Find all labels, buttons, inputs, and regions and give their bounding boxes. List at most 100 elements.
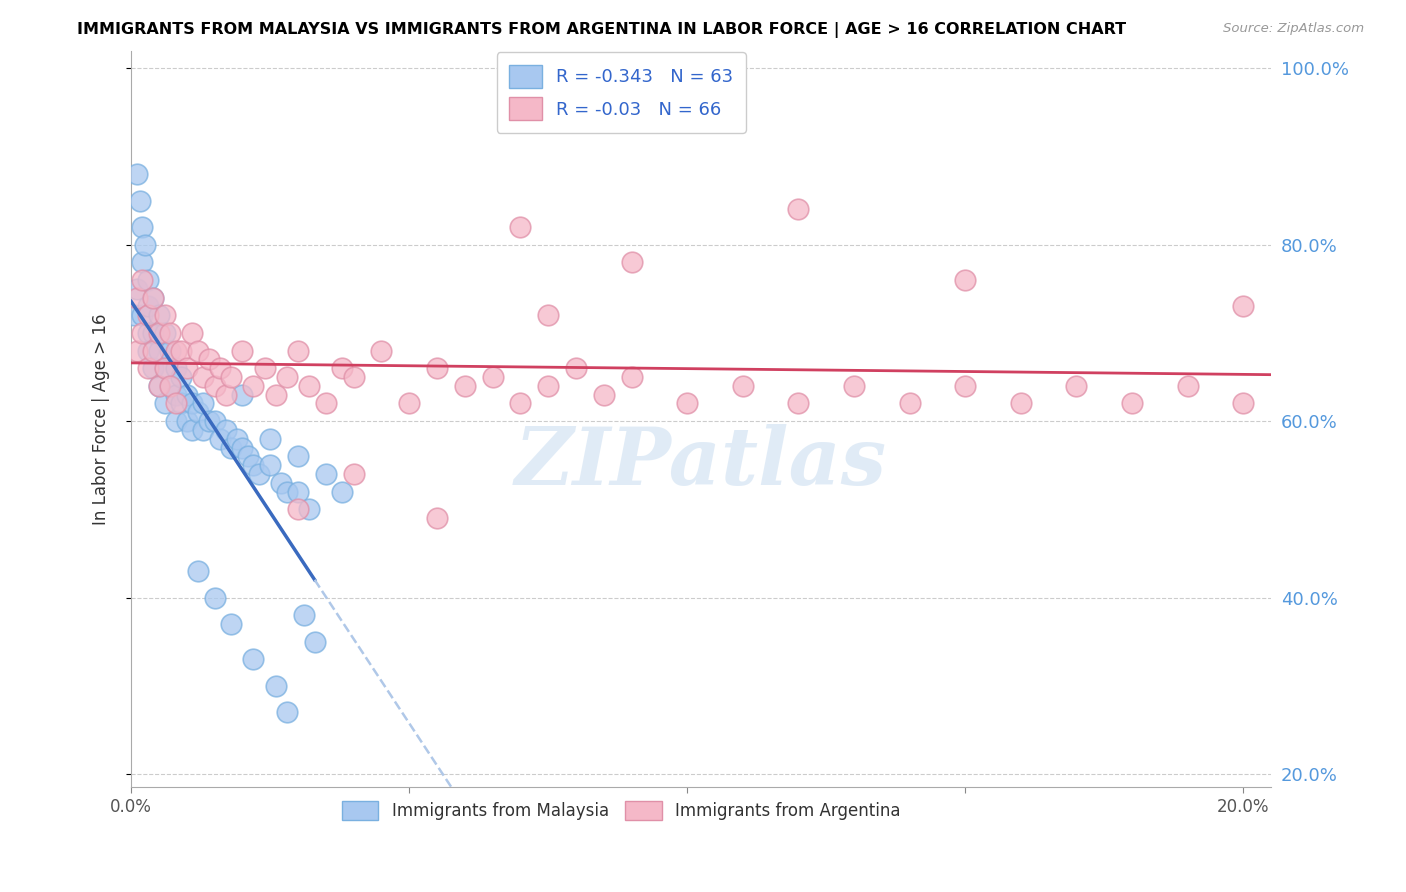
Point: [136, 361, 159, 376]
Point: [592, 387, 614, 401]
Point: [236, 450, 259, 464]
Point: [142, 361, 165, 376]
Point: [304, 634, 326, 648]
Point: [136, 343, 159, 358]
Point: [454, 379, 477, 393]
Point: [287, 484, 309, 499]
Text: ZIPatlas: ZIPatlas: [515, 425, 887, 502]
Point: [165, 396, 187, 410]
Point: [136, 300, 159, 314]
Point: [153, 361, 176, 376]
Point: [148, 379, 170, 393]
Point: [148, 326, 170, 340]
Point: [136, 273, 159, 287]
Point: [787, 396, 810, 410]
Point: [509, 396, 531, 410]
Point: [332, 361, 354, 376]
Point: [125, 167, 148, 181]
Point: [153, 326, 176, 340]
Point: [128, 194, 150, 208]
Point: [1010, 396, 1032, 410]
Point: [231, 343, 253, 358]
Point: [153, 396, 176, 410]
Point: [148, 343, 170, 358]
Point: [148, 379, 170, 393]
Point: [332, 484, 354, 499]
Text: Source: ZipAtlas.com: Source: ZipAtlas.com: [1223, 22, 1364, 36]
Point: [142, 291, 165, 305]
Point: [198, 352, 221, 367]
Point: [142, 291, 165, 305]
Point: [225, 432, 247, 446]
Point: [165, 414, 187, 428]
Point: [159, 343, 181, 358]
Point: [209, 361, 232, 376]
Point: [136, 308, 159, 322]
Point: [122, 308, 145, 322]
Point: [620, 370, 643, 384]
Point: [287, 450, 309, 464]
Point: [219, 370, 242, 384]
Point: [253, 361, 276, 376]
Point: [1177, 379, 1199, 393]
Point: [370, 343, 392, 358]
Point: [1121, 396, 1143, 410]
Point: [481, 370, 503, 384]
Point: [620, 255, 643, 269]
Point: [204, 414, 226, 428]
Point: [270, 475, 292, 490]
Point: [259, 432, 281, 446]
Point: [787, 202, 810, 217]
Point: [509, 220, 531, 235]
Point: [181, 396, 204, 410]
Point: [165, 361, 187, 376]
Point: [170, 370, 193, 384]
Point: [276, 705, 298, 719]
Point: [955, 379, 977, 393]
Point: [242, 458, 264, 473]
Point: [153, 308, 176, 322]
Point: [193, 396, 215, 410]
Point: [1066, 379, 1088, 393]
Point: [955, 273, 977, 287]
Point: [398, 396, 420, 410]
Point: [187, 343, 209, 358]
Point: [142, 326, 165, 340]
Point: [134, 237, 156, 252]
Point: [153, 361, 176, 376]
Point: [193, 423, 215, 437]
Point: [292, 608, 315, 623]
Point: [264, 679, 287, 693]
Point: [159, 379, 181, 393]
Point: [148, 308, 170, 322]
Point: [1232, 396, 1254, 410]
Point: [898, 396, 921, 410]
Point: [242, 652, 264, 666]
Point: [276, 370, 298, 384]
Point: [215, 387, 238, 401]
Point: [426, 361, 449, 376]
Point: [276, 484, 298, 499]
Point: [159, 326, 181, 340]
Text: IMMIGRANTS FROM MALAYSIA VS IMMIGRANTS FROM ARGENTINA IN LABOR FORCE | AGE > 16 : IMMIGRANTS FROM MALAYSIA VS IMMIGRANTS F…: [77, 22, 1126, 38]
Point: [537, 379, 560, 393]
Point: [193, 370, 215, 384]
Point: [342, 370, 364, 384]
Point: [131, 255, 153, 269]
Point: [131, 326, 153, 340]
Point: [259, 458, 281, 473]
Point: [1232, 300, 1254, 314]
Point: [264, 387, 287, 401]
Point: [198, 414, 221, 428]
Point: [242, 379, 264, 393]
Point: [165, 343, 187, 358]
Point: [170, 396, 193, 410]
Point: [187, 405, 209, 419]
Point: [565, 361, 588, 376]
Point: [176, 361, 198, 376]
Point: [287, 502, 309, 516]
Point: [125, 343, 148, 358]
Point: [342, 467, 364, 481]
Point: [142, 343, 165, 358]
Point: [676, 396, 699, 410]
